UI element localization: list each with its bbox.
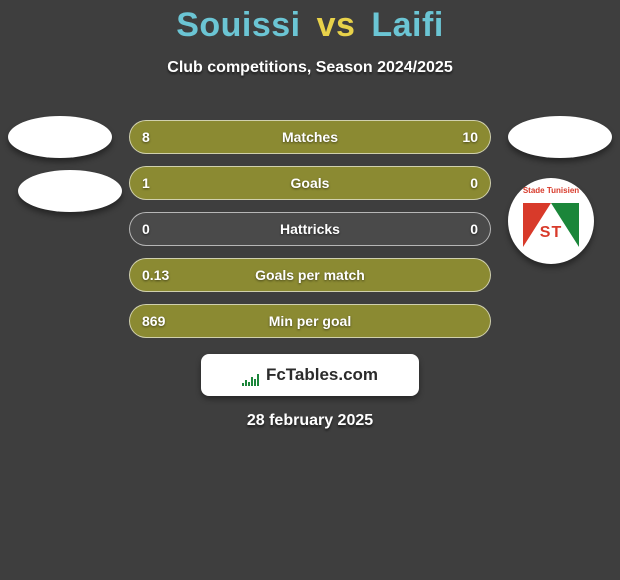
date-text: 28 february 2025 [0, 412, 620, 430]
stat-right-value: 0 [416, 175, 478, 191]
stat-row: 0.13Goals per match [129, 258, 491, 292]
stat-left-value: 869 [142, 313, 204, 329]
comparison-card: Souissi vs Laifi Club competitions, Seas… [0, 0, 620, 580]
player1-name: Souissi [176, 6, 300, 44]
player1-avatar-placeholder [8, 116, 112, 158]
stat-label: Goals [204, 175, 416, 191]
club-badge-top-text: Stade Tunisien [523, 186, 579, 195]
stat-left-value: 8 [142, 129, 204, 145]
player2-name: Laifi [371, 6, 443, 44]
site-label: FcTables.com [266, 365, 378, 385]
stat-row: 8Matches10 [129, 120, 491, 154]
stat-row: 869Min per goal [129, 304, 491, 338]
stat-row: 1Goals0 [129, 166, 491, 200]
stat-label: Hattricks [204, 221, 416, 237]
player1-club-placeholder [18, 170, 122, 212]
stat-row: 0Hattricks0 [129, 212, 491, 246]
player2-avatar-placeholder [508, 116, 612, 158]
stat-right-value: 10 [416, 129, 478, 145]
site-attribution: FcTables.com [201, 354, 419, 396]
stat-label: Min per goal [204, 313, 416, 329]
stat-right-value: 0 [416, 221, 478, 237]
stat-left-value: 1 [142, 175, 204, 191]
subtitle: Club competitions, Season 2024/2025 [0, 59, 620, 77]
stat-left-value: 0 [142, 221, 204, 237]
club-badge-mid-text: ST [540, 224, 562, 242]
player2-club-badge: Stade Tunisien ST [508, 178, 594, 264]
page-title: Souissi vs Laifi [0, 0, 620, 45]
stats-container: 8Matches101Goals00Hattricks00.13Goals pe… [129, 120, 491, 350]
stat-label: Goals per match [204, 267, 416, 283]
stat-label: Matches [204, 129, 416, 145]
vs-text: vs [317, 6, 356, 44]
chart-icon [242, 368, 260, 382]
stat-left-value: 0.13 [142, 267, 204, 283]
